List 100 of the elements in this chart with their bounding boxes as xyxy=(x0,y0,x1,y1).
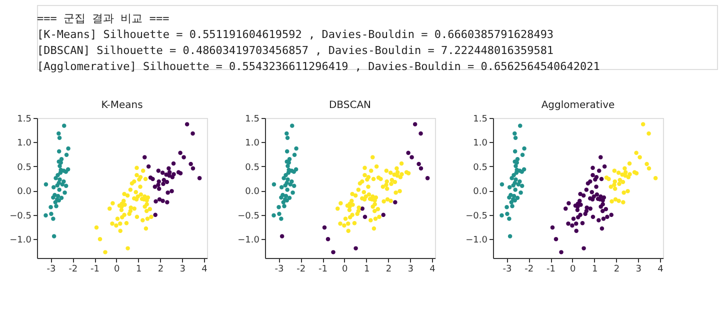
point xyxy=(197,176,202,180)
point xyxy=(279,216,284,221)
point xyxy=(52,234,56,238)
point xyxy=(64,184,68,188)
point xyxy=(286,164,290,168)
point xyxy=(115,216,120,221)
point xyxy=(144,226,148,231)
x-tick-label: -2 xyxy=(524,264,534,274)
point xyxy=(156,168,161,173)
point xyxy=(52,185,56,190)
point xyxy=(590,190,594,194)
chart-title: Agglomerative xyxy=(541,100,615,111)
point xyxy=(182,155,186,160)
point xyxy=(190,131,195,136)
point xyxy=(188,162,193,166)
x-tick-label: 1 xyxy=(592,264,598,274)
point xyxy=(178,150,182,155)
point xyxy=(48,205,53,210)
point xyxy=(620,180,626,184)
y-tick-label: 0.0 xyxy=(17,187,32,198)
point xyxy=(613,197,618,202)
point xyxy=(584,188,589,192)
point xyxy=(600,208,605,214)
point xyxy=(354,246,358,250)
point xyxy=(290,179,294,184)
point xyxy=(144,202,149,206)
point xyxy=(272,182,276,186)
point xyxy=(146,164,151,169)
point xyxy=(590,214,596,219)
y-tick-label: 0.0 xyxy=(473,187,488,198)
point xyxy=(566,201,571,206)
y-tick-label: 1.0 xyxy=(473,138,488,149)
point xyxy=(418,131,423,136)
point xyxy=(166,166,171,170)
point xyxy=(276,205,281,210)
point xyxy=(66,167,70,172)
point xyxy=(610,199,614,204)
x-tick-label: 1 xyxy=(136,264,142,274)
point xyxy=(138,184,142,189)
x-tick-label: 4 xyxy=(430,264,436,274)
x-tick-label: 1 xyxy=(364,264,370,274)
x-tick-label: -3 xyxy=(502,264,512,274)
point xyxy=(593,177,598,182)
point xyxy=(510,204,514,208)
x-tick-label: -2 xyxy=(296,264,306,274)
point xyxy=(134,166,139,170)
point xyxy=(331,250,336,254)
point xyxy=(505,212,510,216)
point xyxy=(54,176,58,180)
point xyxy=(522,146,526,151)
point xyxy=(150,176,155,182)
x-tick-label: 4 xyxy=(658,264,664,274)
point xyxy=(425,176,430,180)
point xyxy=(583,212,588,216)
point xyxy=(108,206,112,211)
point xyxy=(292,152,297,157)
point xyxy=(360,206,364,211)
point xyxy=(616,198,621,203)
x-tick-label: 3 xyxy=(636,264,642,274)
point xyxy=(284,194,288,198)
point xyxy=(282,204,286,208)
point xyxy=(596,218,601,222)
chart-title: K-Means xyxy=(101,100,143,111)
point xyxy=(285,136,290,140)
point xyxy=(281,200,286,204)
point xyxy=(605,214,610,219)
point xyxy=(138,192,144,197)
point xyxy=(62,190,67,195)
point xyxy=(504,205,509,210)
point xyxy=(62,124,66,128)
point xyxy=(623,174,628,178)
point xyxy=(554,236,558,242)
point xyxy=(588,179,592,184)
point xyxy=(410,155,414,160)
point xyxy=(134,190,138,194)
point xyxy=(606,176,611,182)
point xyxy=(282,176,286,180)
point xyxy=(56,149,62,154)
point xyxy=(570,223,574,228)
point xyxy=(381,212,386,218)
point xyxy=(322,225,327,230)
point xyxy=(294,167,298,172)
x-tick-label: 2 xyxy=(158,264,164,274)
point xyxy=(161,182,166,186)
point xyxy=(127,212,132,216)
x-tick-label: 3 xyxy=(180,264,186,274)
point xyxy=(578,202,583,207)
y-tick-label: 1.0 xyxy=(17,138,32,149)
point xyxy=(508,234,512,238)
point xyxy=(160,170,165,175)
point xyxy=(602,164,607,169)
point xyxy=(132,206,136,211)
chart-title: DBSCAN xyxy=(328,100,372,111)
point xyxy=(103,250,108,254)
point xyxy=(550,225,555,230)
point xyxy=(284,149,290,154)
point xyxy=(110,201,115,206)
point xyxy=(58,170,63,175)
point xyxy=(137,177,142,182)
point xyxy=(66,146,70,151)
